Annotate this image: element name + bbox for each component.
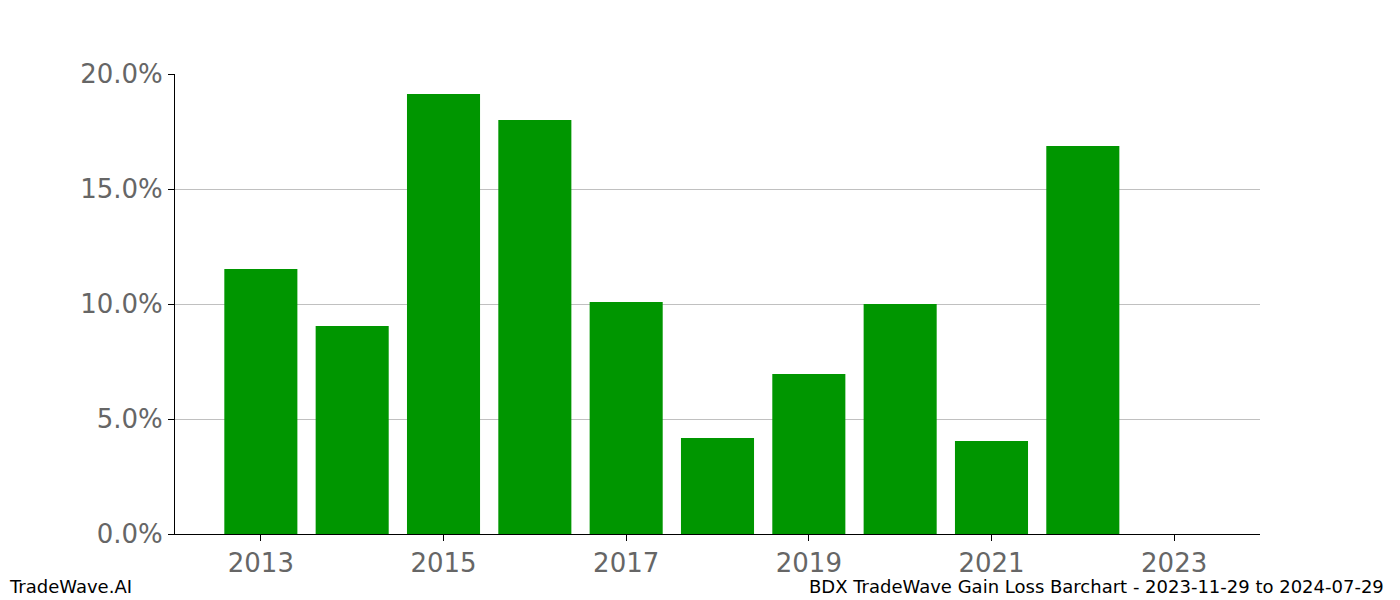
svg-text:15.0%: 15.0% bbox=[80, 174, 163, 204]
svg-text:2017: 2017 bbox=[593, 548, 659, 578]
svg-text:BDX TradeWave Gain Loss Barcha: BDX TradeWave Gain Loss Barchart - 2023-… bbox=[809, 576, 1384, 597]
svg-text:2015: 2015 bbox=[410, 548, 476, 578]
svg-text:TradeWave.AI: TradeWave.AI bbox=[9, 576, 132, 597]
svg-text:2023: 2023 bbox=[1141, 548, 1207, 578]
svg-text:5.0%: 5.0% bbox=[97, 404, 163, 434]
svg-text:2021: 2021 bbox=[958, 548, 1024, 578]
svg-text:2013: 2013 bbox=[228, 548, 294, 578]
svg-text:20.0%: 20.0% bbox=[80, 59, 163, 89]
svg-text:2019: 2019 bbox=[776, 548, 842, 578]
svg-text:10.0%: 10.0% bbox=[80, 289, 163, 319]
svg-text:0.0%: 0.0% bbox=[97, 519, 163, 549]
